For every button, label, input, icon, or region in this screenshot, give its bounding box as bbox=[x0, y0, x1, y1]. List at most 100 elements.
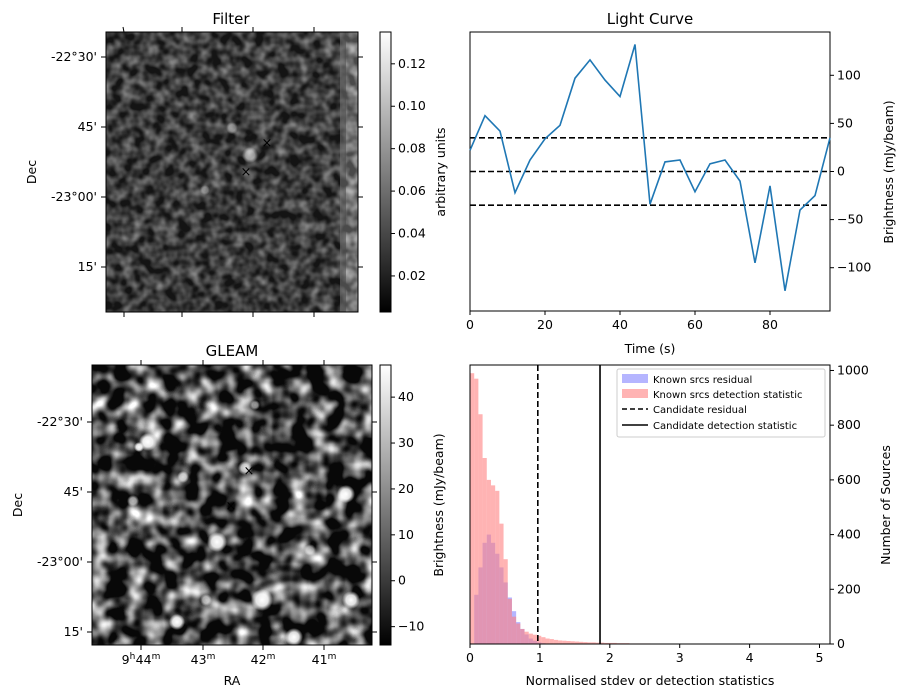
histogram-bar bbox=[570, 641, 575, 644]
gleam-image bbox=[92, 365, 372, 645]
histogram-bar bbox=[595, 642, 601, 644]
gleam-xtick-part: h bbox=[130, 652, 136, 662]
histogram-ylabel-right: Number of Sources bbox=[878, 445, 893, 565]
histogram-bar bbox=[495, 490, 500, 644]
filter-colorbar-ticks: 0.02 0.04 0.06 0.08 0.10 0.12 bbox=[391, 56, 426, 283]
gleam-ticks bbox=[140, 360, 377, 633]
histogram-bar bbox=[499, 523, 504, 644]
legend-swatch-known-detection bbox=[622, 389, 648, 398]
gleam-xtick-part: m bbox=[152, 652, 161, 662]
lightcurve-xtick-label: 60 bbox=[687, 317, 703, 332]
filter-colorbar-tick-label: 0.10 bbox=[398, 98, 426, 113]
filter-colorbar-tick-label: 0.02 bbox=[398, 268, 426, 283]
histogram-bar bbox=[524, 631, 529, 644]
lightcurve-ytick-label: −100 bbox=[837, 260, 871, 275]
lightcurve-xtick-label: 40 bbox=[612, 317, 628, 332]
gleam-xtick-part: 43 bbox=[191, 652, 207, 667]
filter-ticks bbox=[122, 26, 363, 317]
histogram-xlabel: Normalised stdev or detection statistics bbox=[526, 673, 775, 688]
filter-ytick-label: -23°00' bbox=[51, 189, 97, 204]
histogram-xtick-label: 3 bbox=[676, 650, 684, 665]
histogram-ytick-label: 400 bbox=[837, 527, 861, 542]
histogram-xtick-label: 1 bbox=[536, 650, 544, 665]
histogram-bar bbox=[516, 623, 521, 644]
lightcurve-xtick-label: 80 bbox=[762, 317, 778, 332]
gleam-colorbar-tick-label: 0 bbox=[398, 573, 406, 588]
histogram-bar bbox=[579, 641, 584, 644]
histogram-bar bbox=[591, 642, 596, 644]
histogram-xtick-label: 2 bbox=[606, 650, 614, 665]
filter-colorbar-tick-label: 0.04 bbox=[398, 226, 426, 241]
lightcurve-ytick-label: 0 bbox=[837, 164, 845, 179]
gleam-xtick-part: m bbox=[207, 652, 216, 662]
filter-colorbar-tick-label: 0.08 bbox=[398, 141, 426, 156]
lightcurve-xticks: 0 20 40 60 80 bbox=[466, 311, 778, 332]
histogram-bar bbox=[528, 633, 533, 644]
histogram-bar bbox=[486, 479, 491, 644]
lightcurve-xtick-label: 20 bbox=[537, 317, 553, 332]
legend-label-candidate-residual: Candidate residual bbox=[653, 405, 747, 416]
histogram-candidate-lines bbox=[537, 365, 601, 644]
histogram-bar bbox=[612, 642, 617, 644]
histogram-xtick-label: 0 bbox=[466, 650, 474, 665]
histogram-panel: 0 1 2 3 4 5 0 200 400 600 800 1000 Normalised stde… bbox=[431, 362, 893, 688]
lightcurve-ytick-label: 100 bbox=[837, 67, 861, 82]
histogram-bar bbox=[608, 642, 613, 644]
filter-ytick-label: 15' bbox=[78, 259, 97, 274]
gleam-colorbar-tick-label: −10 bbox=[398, 619, 424, 634]
lightcurve-panel: Light Curve 0 20 40 60 80 −100 −50 0 50 100 Time… bbox=[466, 10, 896, 356]
histogram-yticks: 0 200 400 600 800 1000 bbox=[830, 362, 869, 651]
histogram-ytick-label: 800 bbox=[837, 417, 861, 432]
gleam-xtick-part: m bbox=[267, 652, 276, 662]
histogram-xtick-label: 4 bbox=[746, 650, 754, 665]
filter-colorbar-ramp bbox=[379, 31, 392, 313]
histogram-ytick-label: 600 bbox=[837, 472, 861, 487]
histogram-bar bbox=[474, 378, 479, 644]
filter-image bbox=[106, 32, 358, 312]
lightcurve-ytick-label: 50 bbox=[837, 115, 853, 130]
gleam-ytick-label: 15' bbox=[64, 624, 83, 639]
histogram-bar bbox=[507, 598, 512, 644]
gleam-title: GLEAM bbox=[206, 342, 259, 360]
filter-colorbar-tick-label: 0.12 bbox=[398, 56, 426, 71]
histogram-bar bbox=[520, 628, 525, 644]
histogram-bar bbox=[482, 458, 487, 644]
histogram-ytick-label: 1000 bbox=[837, 362, 869, 377]
histogram-bar bbox=[470, 373, 475, 644]
histogram-bar bbox=[587, 642, 592, 644]
legend-label-known-detection: Known srcs detection statistic bbox=[653, 390, 802, 401]
gleam-xlabel: RA bbox=[224, 673, 241, 688]
gleam-colorbar-ramp bbox=[379, 364, 392, 646]
lightcurve-series-line bbox=[469, 44, 831, 291]
histogram-bar bbox=[604, 642, 609, 644]
gleam-xtick-label: 41m bbox=[312, 652, 337, 667]
lightcurve-xlabel: Time (s) bbox=[624, 341, 676, 356]
histogram-ytick-label: 0 bbox=[837, 636, 845, 651]
histogram-bar bbox=[558, 640, 563, 644]
histogram-bar bbox=[600, 642, 605, 644]
gleam-xtick-part: 44 bbox=[136, 652, 152, 667]
gleam-panel: GLEAM × × bbox=[10, 342, 424, 688]
gleam-xtick-labels: 9h 44m 43m 42m 41m bbox=[122, 645, 337, 667]
filter-title: Filter bbox=[212, 10, 250, 28]
lightcurve-reference-lines bbox=[470, 137, 830, 206]
histogram-bar bbox=[562, 640, 567, 644]
gleam-ytick-label: -23°00' bbox=[37, 554, 83, 569]
gleam-colorbar-tick-label: 40 bbox=[398, 389, 414, 404]
gleam-colorbar-tick-label: 30 bbox=[398, 435, 414, 450]
lightcurve-xtick-label: 0 bbox=[466, 317, 474, 332]
gleam-marker-red: × bbox=[226, 499, 237, 514]
filter-ytick-label: -22°30' bbox=[51, 49, 97, 64]
legend-label-candidate-detection: Candidate detection statistic bbox=[653, 421, 797, 432]
gleam-xtick-part: 42 bbox=[251, 652, 267, 667]
filter-marker-blue: × bbox=[262, 136, 273, 151]
gleam-xtick-label: 42m bbox=[251, 652, 276, 667]
filter-colorbar-tick-label: 0.06 bbox=[398, 183, 426, 198]
histogram-bar bbox=[545, 638, 550, 644]
histogram-ytick-label: 200 bbox=[837, 581, 861, 596]
histogram-bar bbox=[478, 414, 483, 644]
histogram-bar bbox=[541, 637, 546, 644]
legend-label-known-residual: Known srcs residual bbox=[653, 375, 752, 386]
gleam-ylabel: Dec bbox=[10, 493, 25, 517]
